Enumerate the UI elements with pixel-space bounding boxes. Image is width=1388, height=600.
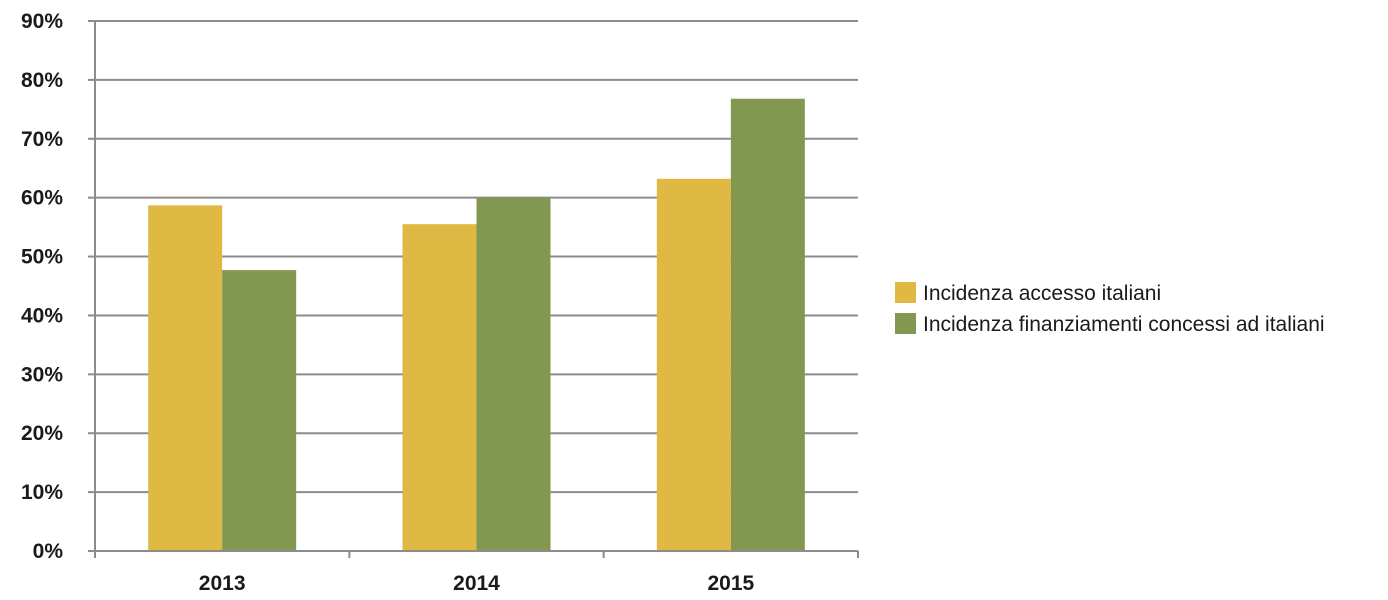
bar-finanziamenti-2015 [730, 98, 805, 551]
axes [88, 20, 859, 558]
bar-accesso-2013 [148, 205, 223, 552]
x-tick-label: 2015 [707, 572, 754, 595]
y-tick-label: 80% [21, 69, 63, 92]
y-tick-label: 20% [21, 422, 63, 445]
x-tick-label: 2014 [453, 572, 500, 595]
legend: Incidenza accesso italiani Incidenza fina… [895, 282, 1325, 336]
bars [148, 98, 805, 552]
y-tick-label: 90% [21, 10, 63, 33]
bar-accesso-2014 [402, 224, 477, 551]
y-tick-label: 60% [21, 187, 63, 210]
x-axis-ticks: 2013 2014 2015 [199, 572, 755, 595]
y-tick-label: 10% [21, 481, 63, 504]
y-tick-label: 30% [21, 363, 63, 386]
legend-label: Incidenza finanziamenti concessi ad ital… [923, 313, 1325, 336]
legend-label: Incidenza accesso italiani [923, 282, 1161, 305]
x-tick-label: 2013 [199, 572, 246, 595]
y-tick-label: 0% [33, 540, 64, 563]
bar-finanziamenti-2014 [476, 197, 551, 551]
bar-finanziamenti-2013 [222, 270, 297, 551]
y-tick-label: 40% [21, 304, 63, 327]
y-tick-label: 50% [21, 246, 63, 269]
bar-accesso-2015 [656, 178, 731, 552]
legend-swatch [895, 313, 916, 334]
y-axis-ticks: 0% 10% 20% 30% 40% 50% 60% 70% 80% 90% [21, 10, 63, 563]
y-tick-label: 70% [21, 128, 63, 151]
legend-swatch [895, 282, 916, 303]
